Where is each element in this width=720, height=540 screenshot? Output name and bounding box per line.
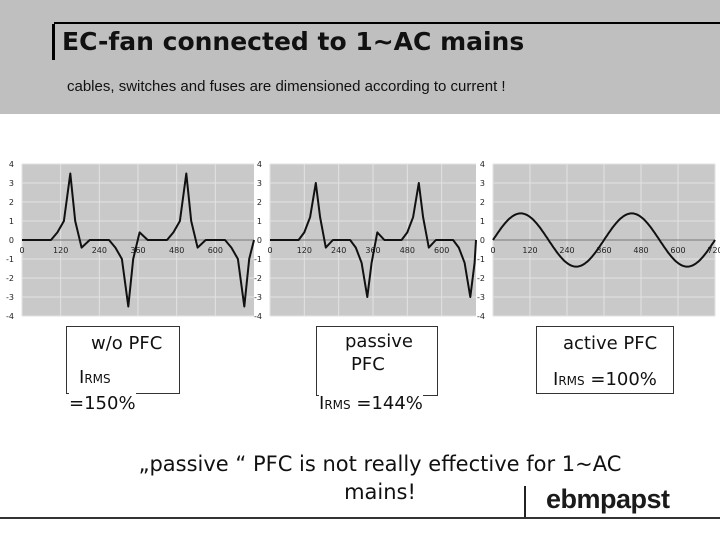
ebmpapst-logo: ebmpapst (546, 484, 670, 514)
x-tick-label-active-pfc: 120 (522, 246, 537, 255)
y-tick-label-without-pfc: 1 (9, 217, 14, 226)
y-tick-label-without-pfc: 4 (9, 160, 14, 169)
y-tick-label-active-pfc: 0 (480, 236, 485, 245)
bottom-note: „passive “ PFC is not really effective f… (110, 450, 650, 506)
y-tick-label-passive-pfc: -3 (254, 293, 262, 302)
y-tick-label-without-pfc: 0 (9, 236, 14, 245)
x-tick-label-without-pfc: 120 (53, 246, 68, 255)
y-tick-label-active-pfc: -1 (477, 255, 485, 264)
logo-divider (524, 486, 526, 518)
x-tick-label-active-pfc: 720 (707, 246, 720, 255)
y-tick-label-active-pfc: 4 (480, 160, 485, 169)
y-tick-label-active-pfc: 2 (480, 198, 485, 207)
x-tick-label-active-pfc: 240 (559, 246, 574, 255)
title-accent-bar (52, 24, 55, 60)
box-without-pfc: w/o PFC IRMS =150% (66, 326, 180, 414)
x-tick-label-passive-pfc: 120 (297, 246, 312, 255)
x-tick-label-without-pfc: 0 (19, 246, 24, 255)
title-rule (54, 22, 720, 24)
y-tick-label-without-pfc: 3 (9, 179, 14, 188)
box-active-pfc: active PFC IRMS =100% (536, 326, 674, 394)
box-passive-pfc-label-2: PFC (351, 354, 385, 375)
y-tick-label-active-pfc: -3 (477, 293, 485, 302)
x-tick-label-active-pfc: 360 (596, 246, 611, 255)
y-tick-label-without-pfc: -4 (6, 312, 14, 321)
box-active-pfc-label: active PFC (563, 333, 658, 354)
y-tick-label-passive-pfc: -2 (254, 274, 262, 283)
x-tick-label-without-pfc: 600 (208, 246, 223, 255)
box-without-pfc-value: =150% (69, 393, 136, 414)
box-without-pfc-label: w/o PFC (91, 333, 163, 354)
x-tick-label-active-pfc: 600 (670, 246, 685, 255)
waveform-line-without-pfc (22, 172, 255, 308)
box-active-pfc-irms: IRMS =100% (553, 369, 657, 390)
bottom-note-line-2: mains! (344, 480, 416, 504)
waveform-line-active-pfc (492, 212, 716, 268)
y-tick-label-passive-pfc: -4 (254, 312, 262, 321)
box-passive-pfc-label-1: passive (345, 331, 413, 352)
y-tick-label-passive-pfc: -1 (254, 255, 262, 264)
y-tick-label-passive-pfc: 0 (257, 236, 262, 245)
x-tick-label-passive-pfc: 240 (331, 246, 346, 255)
page-title: EC-fan connected to 1~AC mains (62, 27, 525, 56)
box-passive-pfc-irms: IRMS =144% (319, 393, 423, 414)
box-passive-pfc: passive PFC IRMS =144% (316, 326, 438, 414)
box-without-pfc-irms: IRMS (79, 367, 111, 388)
y-tick-label-passive-pfc: 4 (257, 160, 262, 169)
waveform-line-passive-pfc (270, 182, 477, 298)
bottom-note-line-1: „passive “ PFC is not really effective f… (138, 452, 622, 476)
y-tick-label-active-pfc: -4 (477, 312, 485, 321)
x-tick-label-active-pfc: 0 (490, 246, 495, 255)
y-tick-label-active-pfc: 3 (480, 179, 485, 188)
y-tick-label-passive-pfc: 1 (257, 217, 262, 226)
y-tick-label-passive-pfc: 2 (257, 198, 262, 207)
y-tick-label-without-pfc: -2 (6, 274, 14, 283)
y-tick-label-active-pfc: -2 (477, 274, 485, 283)
bottom-rule (0, 517, 720, 519)
x-tick-label-active-pfc: 480 (633, 246, 648, 255)
y-tick-label-active-pfc: 1 (480, 217, 485, 226)
header-band (0, 0, 720, 114)
y-tick-label-without-pfc: 2 (9, 198, 14, 207)
x-tick-label-without-pfc: 360 (130, 246, 145, 255)
page-subtitle: cables, switches and fuses are dimension… (67, 78, 506, 95)
x-tick-label-without-pfc: 480 (169, 246, 184, 255)
y-tick-label-without-pfc: -1 (6, 255, 14, 264)
x-tick-label-passive-pfc: 0 (267, 246, 272, 255)
y-tick-label-passive-pfc: 3 (257, 179, 262, 188)
x-tick-label-passive-pfc: 600 (434, 246, 449, 255)
x-tick-label-passive-pfc: 480 (400, 246, 415, 255)
y-tick-label-without-pfc: -3 (6, 293, 14, 302)
x-tick-label-without-pfc: 240 (92, 246, 107, 255)
